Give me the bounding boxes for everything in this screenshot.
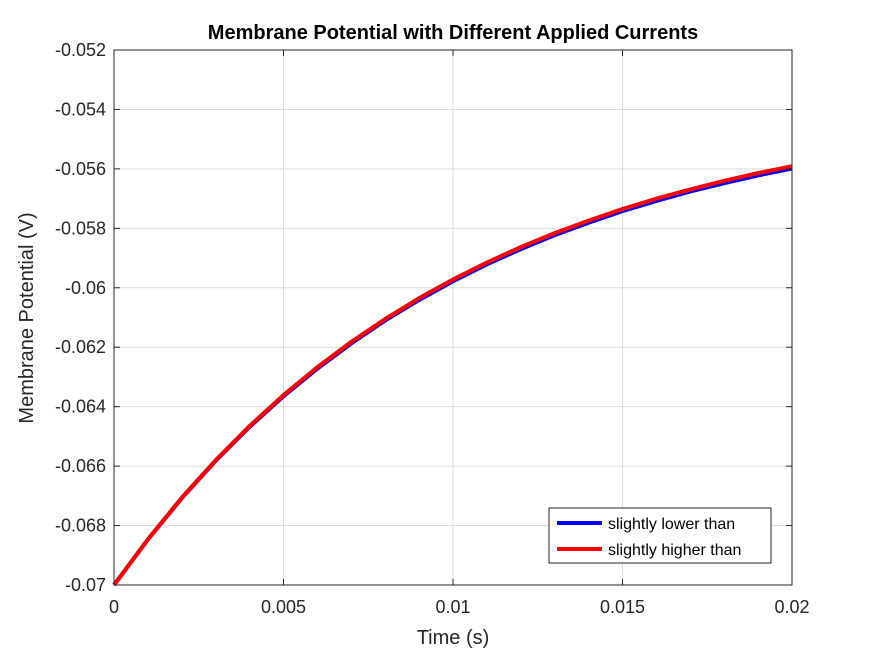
x-tick-label: 0.005 — [261, 597, 306, 617]
y-tick-label: -0.068 — [55, 516, 106, 536]
series-line-higher — [112, 164, 793, 587]
axis-ticks: 0 0.005 0.01 0.015 0.02 -0.07 -0.068 -0.066 -0.0… — [55, 40, 810, 617]
x-tick-label: 0 — [109, 597, 119, 617]
x-tick-label: 0.02 — [774, 597, 809, 617]
y-tick-label: -0.066 — [55, 456, 106, 476]
x-tick-label: 0.01 — [435, 597, 470, 617]
y-tick-label: -0.054 — [55, 99, 106, 119]
legend-label-higher: slightly higher than — [608, 542, 741, 559]
legend-box — [548, 507, 772, 564]
y-tick-label: -0.058 — [55, 218, 106, 238]
chart-title: Membrane Potential with Different Applie… — [208, 22, 698, 44]
y-tick-label: -0.07 — [65, 575, 106, 595]
legend: slightly lower than slightly higher than — [548, 507, 772, 564]
legend-label-lower: slightly lower than — [608, 516, 735, 533]
data-series — [112, 164, 793, 587]
y-tick-label: -0.064 — [55, 397, 106, 417]
x-axis-label: Time (s) — [417, 627, 490, 649]
x-tick-label: 0.015 — [600, 597, 645, 617]
y-tick-label: -0.06 — [65, 278, 106, 298]
y-tick-label: -0.062 — [55, 337, 106, 357]
y-tick-label: -0.056 — [55, 159, 106, 179]
y-tick-label: -0.052 — [55, 40, 106, 60]
y-axis-label: Membrane Potential (V) — [16, 212, 38, 423]
